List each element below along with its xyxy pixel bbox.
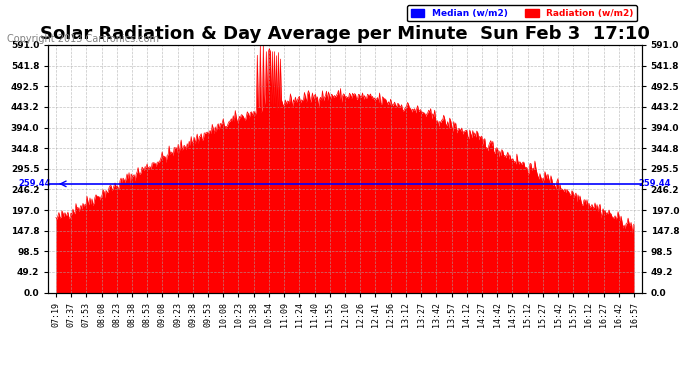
Text: 259.44: 259.44 [639,179,671,188]
Text: 259.44: 259.44 [19,179,51,188]
Title: Solar Radiation & Day Average per Minute  Sun Feb 3  17:10: Solar Radiation & Day Average per Minute… [40,26,650,44]
Text: Copyright 2013 Cartronics.com: Copyright 2013 Cartronics.com [7,34,159,44]
Legend: Median (w/m2), Radiation (w/m2): Median (w/m2), Radiation (w/m2) [407,5,637,21]
